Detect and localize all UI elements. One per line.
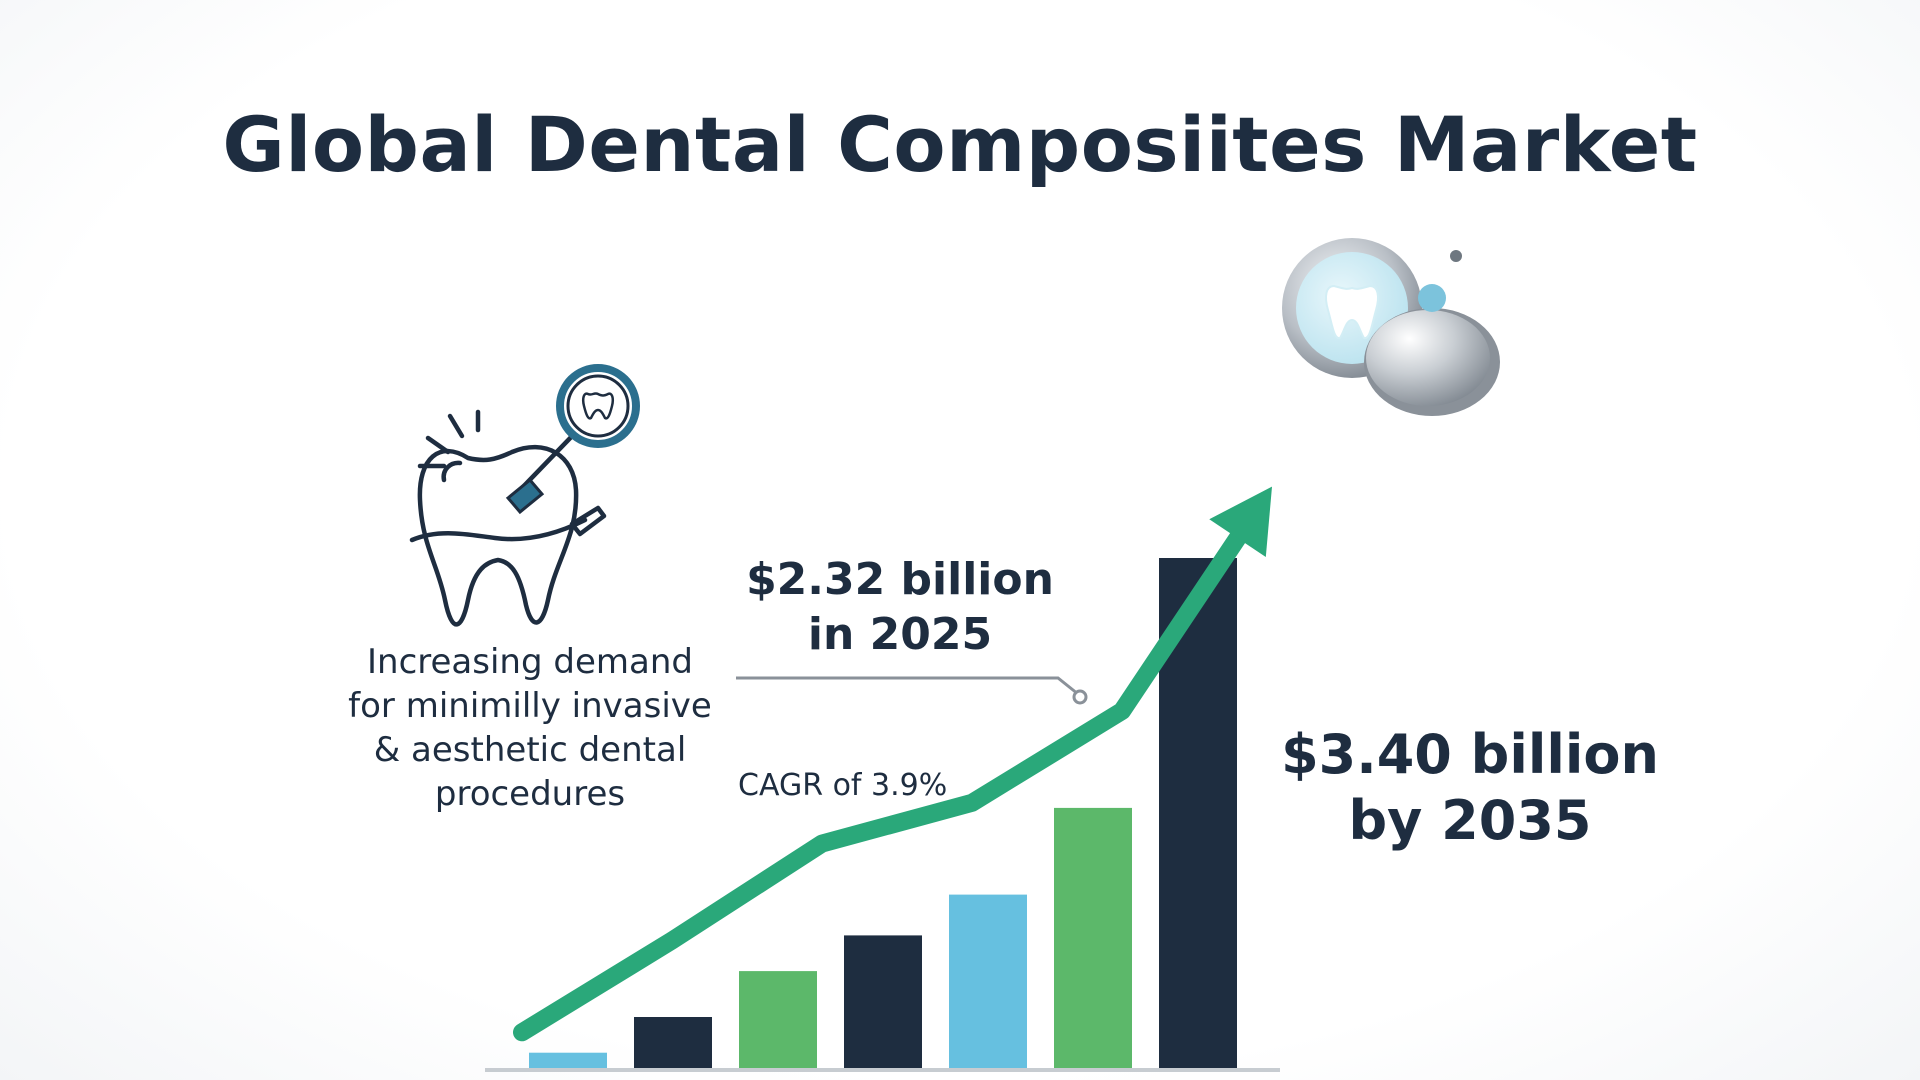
market-driver-text: Increasing demand for minimilly invasive… (348, 642, 712, 814)
callout-2025-value: $2.32 billion in 2025 (746, 554, 1054, 660)
trend-arrowhead (1209, 486, 1272, 558)
trend-line (513, 524, 1250, 1042)
callout-2035-value: $3.40 billion by 2035 (1281, 723, 1659, 852)
bar-1 (529, 1052, 607, 1068)
trend-arrow (513, 486, 1272, 1042)
callout-leader-line (736, 676, 1088, 705)
bar-6 (1054, 807, 1132, 1068)
bar-5 (949, 894, 1027, 1068)
bar-3 (739, 971, 817, 1068)
cagr-label: CAGR of 3.9% (738, 768, 948, 803)
page-title: Global Dental Composiites Market (222, 100, 1698, 189)
bar-2 (634, 1017, 712, 1068)
bar-4 (844, 935, 922, 1068)
